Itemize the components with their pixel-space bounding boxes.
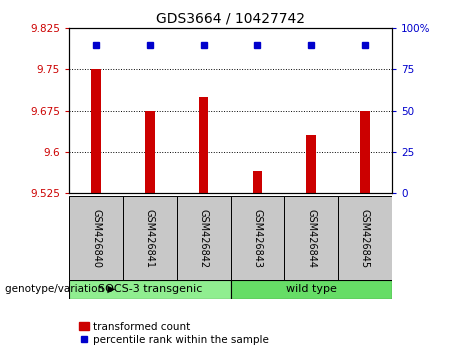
Text: wild type: wild type — [286, 284, 337, 295]
Text: GSM426840: GSM426840 — [91, 209, 101, 268]
Text: GSM426843: GSM426843 — [252, 209, 262, 268]
Text: GSM426841: GSM426841 — [145, 209, 155, 268]
Text: genotype/variation ▶: genotype/variation ▶ — [5, 284, 115, 295]
Text: GSM426845: GSM426845 — [360, 209, 370, 268]
Legend: transformed count, percentile rank within the sample: transformed count, percentile rank withi… — [74, 317, 273, 349]
Bar — [199, 97, 208, 193]
Bar — [230, 196, 284, 280]
Bar — [306, 135, 316, 193]
Text: GSM426842: GSM426842 — [199, 209, 209, 268]
Bar — [91, 69, 101, 193]
Bar — [177, 196, 230, 280]
Bar — [338, 196, 392, 280]
Bar — [253, 171, 262, 193]
Bar — [69, 280, 230, 299]
Bar — [230, 280, 392, 299]
Text: GSM426844: GSM426844 — [306, 209, 316, 268]
Bar — [284, 196, 338, 280]
Bar — [69, 196, 123, 280]
Title: GDS3664 / 10427742: GDS3664 / 10427742 — [156, 12, 305, 26]
Bar — [123, 196, 177, 280]
Bar — [145, 111, 155, 193]
Text: SOCS-3 transgenic: SOCS-3 transgenic — [98, 284, 202, 295]
Bar — [360, 111, 370, 193]
